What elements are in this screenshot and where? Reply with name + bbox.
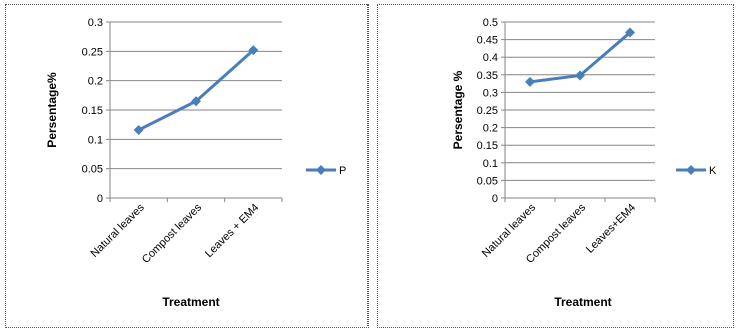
data-point-marker <box>248 45 259 56</box>
y-tick-label: 0.25 <box>82 46 103 58</box>
y-tick-label: 0.1 <box>88 134 103 146</box>
y-tick-label: 0.25 <box>477 105 498 117</box>
data-point-marker <box>575 70 585 81</box>
legend-marker <box>316 165 326 175</box>
left-chart-frame <box>5 4 369 328</box>
y-tick-label: 0.45 <box>477 35 498 47</box>
data-point-marker <box>133 124 144 135</box>
y-tick-label: 0.15 <box>477 140 498 152</box>
y-tick-label: 0.3 <box>483 87 498 99</box>
y-tick-label: 0 <box>492 193 498 205</box>
data-point-marker <box>625 27 635 38</box>
legend-marker <box>686 165 696 175</box>
y-tick-label: 0.3 <box>88 17 103 29</box>
y-tick-label: 0.05 <box>477 175 498 187</box>
y-tick-label: 0.05 <box>82 164 103 176</box>
y-tick-label: 0 <box>97 193 103 205</box>
data-point-marker <box>525 76 535 87</box>
y-axis-title: Persentage % <box>451 70 465 149</box>
y-tick-label: 0.1 <box>483 158 498 170</box>
y-tick-label: 0.35 <box>477 70 498 82</box>
y-axis-title: Persentage% <box>45 72 59 148</box>
x-tick-label: Leaves+EM4 <box>584 202 638 256</box>
divider-line-1 <box>367 4 368 326</box>
x-axis-title: Treatment <box>162 295 219 309</box>
right-chart-frame <box>377 4 734 328</box>
legend-label: P <box>339 165 346 177</box>
y-tick-label: 0.2 <box>483 123 498 135</box>
y-tick-label: 0.2 <box>88 76 103 88</box>
x-axis-title: Treatment <box>554 295 611 309</box>
y-tick-label: 0.15 <box>82 105 103 117</box>
y-tick-label: 0.4 <box>483 52 498 64</box>
data-point-marker <box>191 96 201 107</box>
legend-label: K <box>709 165 717 177</box>
y-tick-label: 0.5 <box>483 17 498 29</box>
